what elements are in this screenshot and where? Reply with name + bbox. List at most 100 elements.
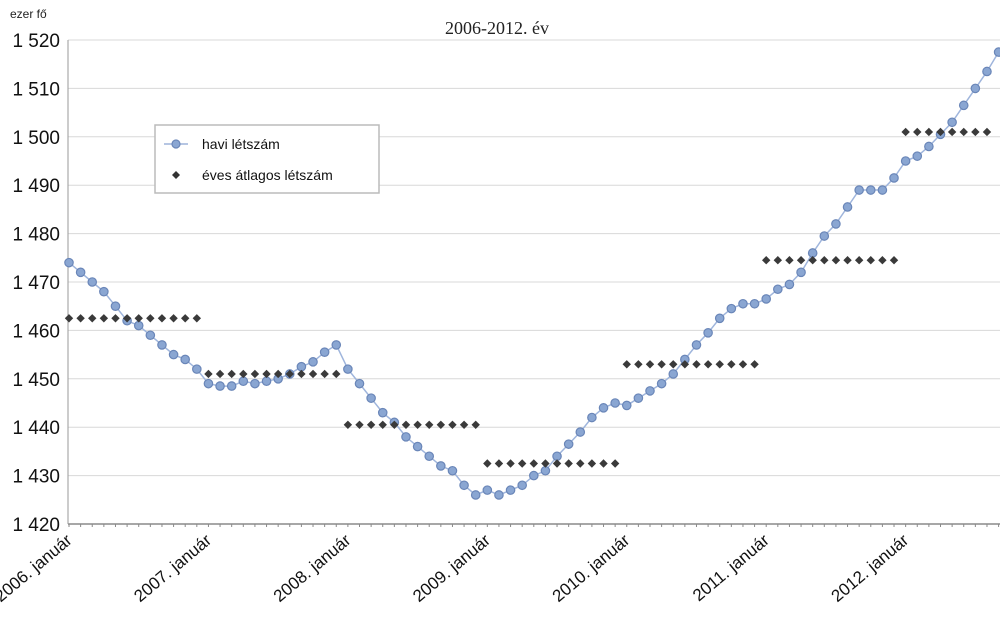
monthly-point — [145, 330, 156, 341]
monthly-point — [668, 369, 679, 379]
monthly-series-line — [68, 51, 1000, 496]
monthly-point — [377, 407, 388, 418]
y-axis-tick-labels: 1 420 1 430 1 440 1 450 1 460 1 470 1 480 1 490… — [12, 31, 60, 536]
monthly-point — [64, 257, 74, 268]
monthly-point — [319, 347, 330, 357]
x-tick-label: 2007. január — [130, 530, 215, 606]
x-axis-tick-labels: 2006. január 2007. január 2008. január 2009… — [0, 530, 912, 606]
annual-average-point — [599, 459, 608, 468]
monthly-point — [807, 248, 818, 258]
legend: havi létszám éves átlagos létszám — [154, 124, 380, 194]
annual-average-point — [738, 360, 748, 369]
annual-average-point — [111, 314, 120, 323]
monthly-point — [877, 185, 888, 195]
x-tick-label: 2006. január — [0, 530, 76, 606]
annual-average-point — [146, 314, 155, 323]
annual-average-point — [506, 459, 515, 468]
annual-average-point — [343, 420, 353, 429]
x-tick-label: 2009. január — [409, 530, 494, 606]
legend-marker-monthly — [171, 139, 181, 149]
monthly-point — [447, 465, 458, 476]
monthly-point — [168, 349, 179, 360]
monthly-point — [958, 100, 969, 111]
monthly-point — [540, 465, 551, 476]
y-tick-label: 1 480 — [12, 225, 60, 246]
monthly-point — [610, 398, 620, 408]
annual-average-point — [901, 127, 910, 137]
monthly-point — [587, 412, 597, 423]
monthly-point — [133, 320, 144, 331]
annual-average-point — [552, 459, 562, 468]
annual-average-point — [750, 360, 759, 369]
annual-average-point — [227, 369, 236, 379]
monthly-point — [517, 480, 527, 491]
monthly-point — [180, 354, 190, 365]
annual-average-point — [703, 360, 713, 369]
monthly-point — [226, 381, 237, 391]
monthly-point — [459, 480, 469, 491]
annual-average-point — [692, 360, 701, 369]
annual-average-point — [459, 420, 469, 429]
monthly-point — [993, 47, 1000, 57]
monthly-point — [773, 284, 783, 295]
annual-average-point — [843, 256, 852, 265]
monthly-point — [563, 439, 574, 449]
annual-average-point — [878, 256, 887, 265]
y-tick-label: 1 490 — [12, 176, 60, 197]
monthly-point — [691, 340, 702, 350]
monthly-point — [819, 231, 830, 241]
monthly-point — [505, 485, 516, 495]
monthly-point — [192, 364, 202, 374]
monthly-point — [749, 298, 760, 309]
annual-average-point — [494, 459, 504, 468]
annual-average-point — [215, 369, 225, 379]
annual-average-point — [576, 459, 585, 468]
legend-label-monthly: havi létszám — [202, 136, 280, 152]
annual-average-point — [971, 127, 980, 137]
annual-average-point — [250, 369, 260, 379]
annual-average-point — [332, 369, 341, 379]
x-axis — [68, 524, 1000, 527]
y-unit-label: ezer fő — [10, 7, 47, 21]
x-tick-label: 2012. január — [828, 530, 913, 606]
annual-average-point — [273, 369, 283, 379]
monthly-point — [424, 451, 435, 462]
monthly-point — [366, 393, 376, 403]
monthly-point — [633, 393, 644, 403]
y-tick-label: 1 510 — [12, 79, 60, 100]
monthly-point — [436, 461, 446, 471]
annual-average-point — [529, 459, 538, 468]
monthly-point — [215, 381, 225, 391]
annual-average-point — [413, 420, 422, 429]
monthly-point — [296, 361, 307, 372]
annual-average-point — [320, 369, 329, 379]
monthly-point — [714, 313, 725, 324]
annual-average-point — [471, 420, 480, 429]
monthly-point — [552, 451, 562, 462]
annual-average-point — [436, 420, 446, 429]
monthly-point — [412, 441, 423, 452]
monthly-point — [842, 202, 853, 212]
annual-average-point — [715, 360, 724, 369]
annual-average-point — [889, 256, 899, 265]
annual-average-point — [285, 369, 294, 379]
monthly-point — [703, 328, 713, 338]
annual-average-point — [796, 256, 806, 265]
annual-average-point — [181, 314, 190, 323]
annual-average-point — [727, 360, 736, 369]
y-tick-label: 1 520 — [12, 31, 60, 52]
monthly-point — [970, 83, 981, 94]
monthly-point — [75, 267, 86, 278]
monthly-point — [482, 485, 493, 495]
y-tick-label: 1 460 — [12, 321, 60, 342]
annual-average-point — [762, 256, 771, 265]
annual-average-point — [831, 256, 841, 265]
y-tick-label: 1 440 — [12, 418, 60, 439]
annual-average-point — [297, 369, 306, 379]
annual-average-point — [517, 459, 527, 468]
annual-average-point — [936, 127, 945, 137]
annual-average-point — [483, 459, 492, 468]
monthly-point — [796, 267, 806, 278]
annual-average-point — [541, 459, 550, 468]
